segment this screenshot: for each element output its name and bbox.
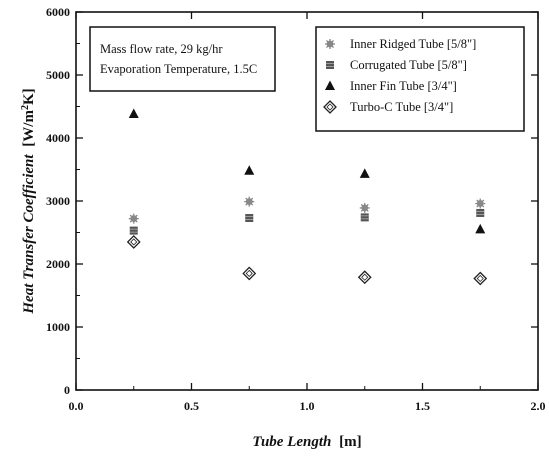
x-axis-title: Tube Length [m] (252, 434, 361, 450)
axis-ticks: 0.0 0.5 1.0 1.5 2.0 0 1000 2000 3000 4000 5000 6000 (46, 5, 546, 413)
y-tick-label: 2000 (46, 257, 70, 271)
x-tick-label: 0.0 (69, 399, 84, 413)
data-point-series-3 (244, 165, 255, 175)
data-point-series-1 (359, 202, 370, 213)
data-point-series-4 (126, 235, 141, 249)
data-point-series-1 (128, 213, 139, 224)
legend-marker-4 (323, 100, 337, 114)
y-tick-label: 1000 (46, 320, 70, 334)
data-point-series-4 (242, 266, 257, 281)
annotation-line-1: Mass flow rate, 29 kg/hr (100, 42, 223, 56)
data-point-series-1 (475, 198, 486, 209)
x-tick-label: 2.0 (531, 399, 546, 413)
data-point-series-2 (129, 226, 138, 235)
legend-label-1: Inner Ridged Tube [5/8"] (350, 37, 476, 51)
annotation-line-2: Evaporation Temperature, 1.5C (100, 62, 257, 76)
y-tick-label: 6000 (46, 5, 70, 19)
x-tick-label: 1.0 (300, 399, 315, 413)
x-tick-label: 0.5 (184, 399, 199, 413)
y-tick-label: 5000 (46, 68, 70, 82)
data-point-series-3 (475, 223, 486, 234)
y-axis-title: Heat Transfer Coefficient [W/m2K] (20, 88, 38, 314)
legend-marker-1 (325, 39, 335, 49)
data-point-series-3 (128, 108, 139, 119)
legend-marker-3 (325, 80, 335, 90)
x-tick-label: 1.5 (415, 399, 430, 413)
data-point-series-2 (245, 214, 254, 223)
legend: Inner Ridged Tube [5/8"] Corrugated Tube … (315, 26, 525, 132)
legend-marker-2 (326, 61, 334, 69)
data-point-series-1 (244, 196, 255, 207)
legend-label-3: Inner Fin Tube [3/4"] (350, 79, 457, 93)
data-point-series-4 (473, 271, 488, 286)
legend-label-4: Turbo-C Tube [3/4"] (350, 100, 453, 114)
legend-frame (315, 26, 525, 132)
data-point-series-2 (360, 213, 369, 222)
data-point-series-3 (359, 168, 370, 178)
y-tick-label: 0 (64, 383, 70, 397)
data-point-series-2 (476, 208, 485, 217)
y-tick-label: 3000 (46, 194, 70, 208)
y-tick-label: 4000 (46, 131, 70, 145)
legend-label-2: Corrugated Tube [5/8"] (350, 58, 467, 72)
annotation-box: Mass flow rate, 29 kg/hr Evaporation Tem… (89, 26, 276, 92)
data-points (126, 108, 488, 286)
data-point-series-4 (357, 270, 372, 285)
